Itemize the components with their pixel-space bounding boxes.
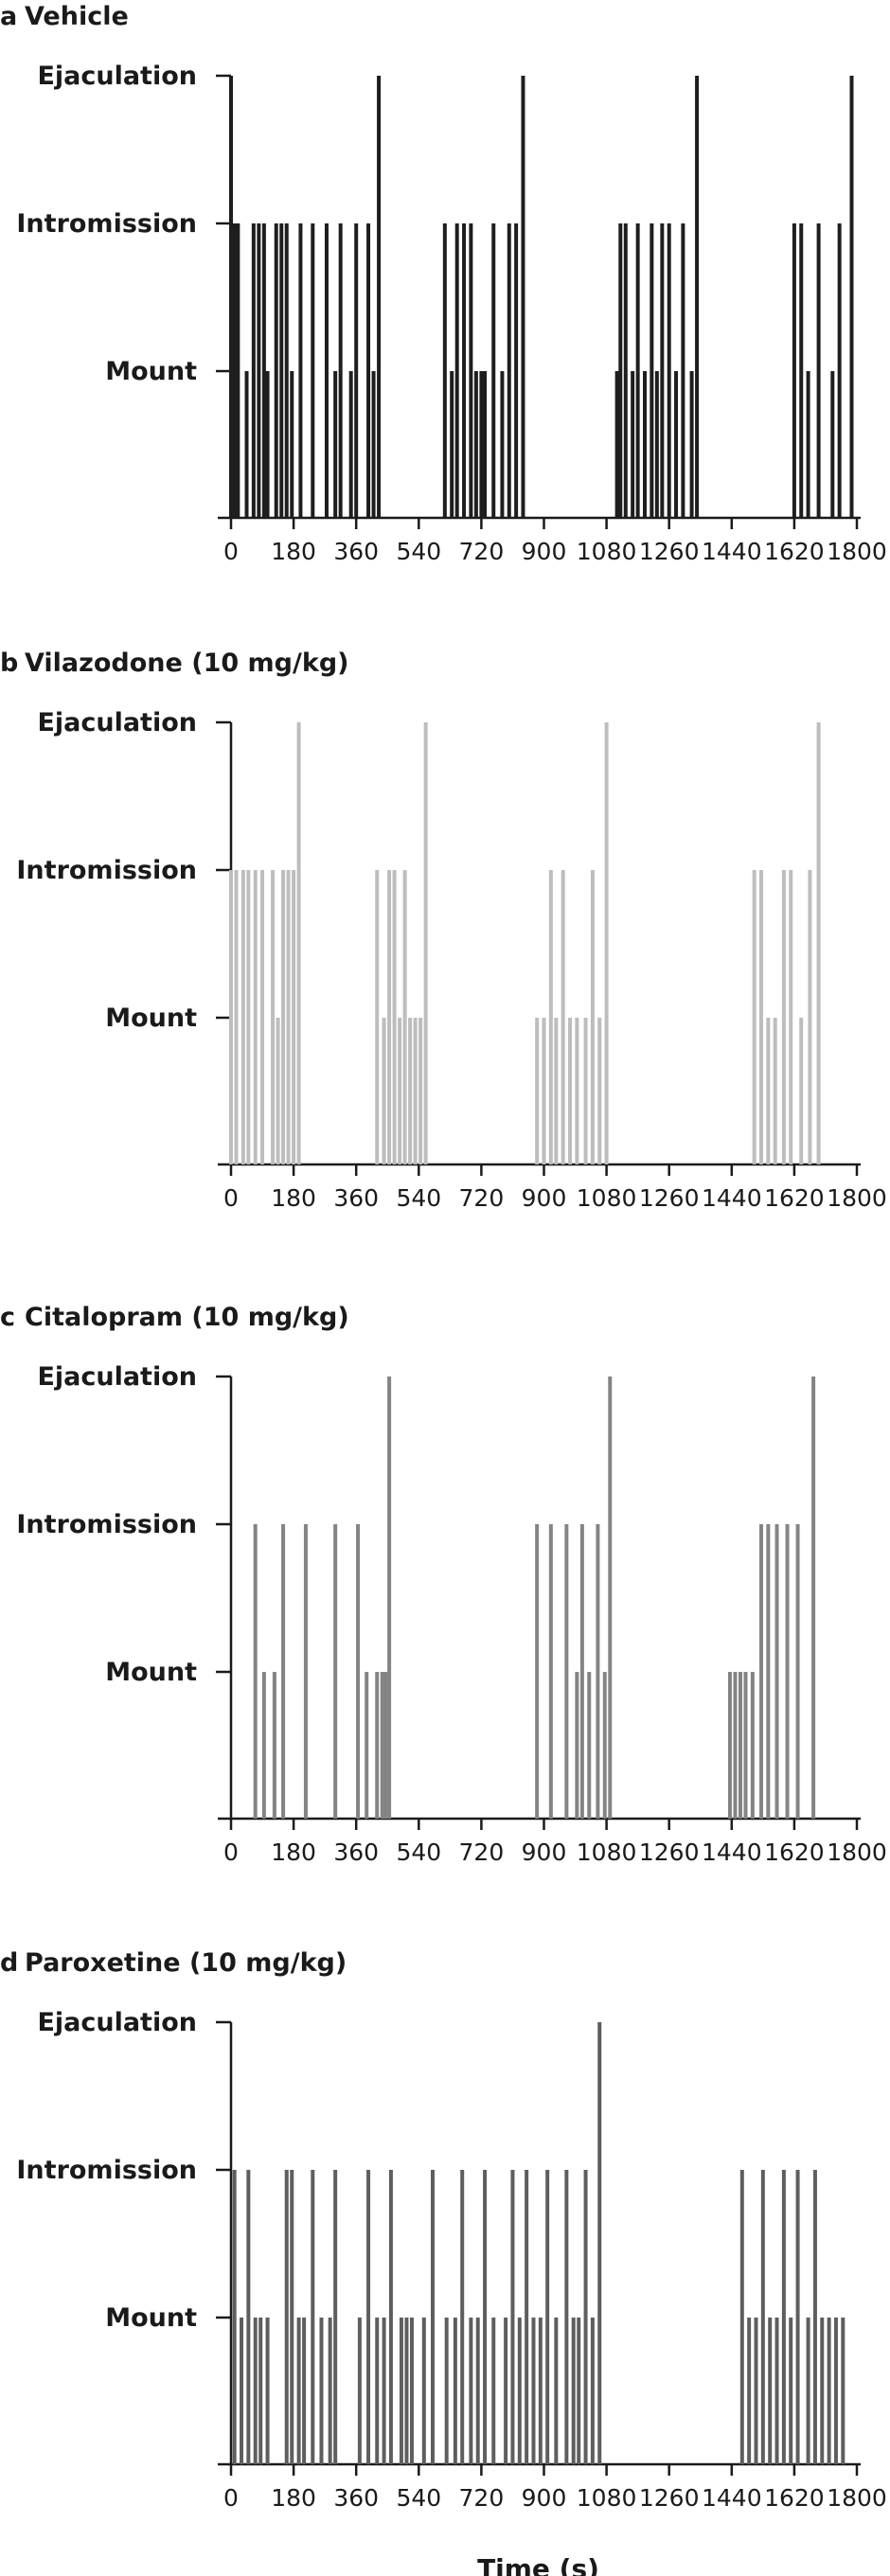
x-tick-label: 720 — [459, 2484, 505, 2512]
x-tick-label: 900 — [522, 2484, 567, 2512]
x-tick-label: 360 — [333, 538, 379, 565]
x-tick-label: 0 — [223, 1184, 239, 1212]
x-tick-label: 540 — [396, 2484, 441, 2512]
panel-title: Vehicle — [25, 2, 129, 31]
x-tick-label: 1260 — [639, 1184, 700, 1212]
x-tick-label: 360 — [333, 1839, 379, 1866]
x-tick-label: 180 — [271, 538, 316, 565]
x-tick-label: 0 — [223, 2484, 239, 2512]
x-tick-label: 1080 — [577, 538, 637, 565]
x-tick-label: 1800 — [827, 1184, 887, 1212]
y-label-mount: Mount — [105, 357, 197, 386]
x-tick-label: 360 — [333, 2484, 379, 2512]
x-tick-label: 900 — [522, 1184, 567, 1212]
x-tick-label: 1440 — [702, 2484, 762, 2512]
x-tick-label: 720 — [459, 1839, 505, 1866]
y-label-ejaculation: Ejaculation — [37, 708, 197, 737]
x-tick-label: 540 — [396, 1184, 441, 1212]
panel-title: Paroxetine (10 mg/kg) — [25, 1948, 347, 1978]
y-label-mount: Mount — [105, 2303, 197, 2333]
x-tick-label: 1440 — [702, 538, 762, 565]
panel-a: a Vehicle Mount Intromission Ejaculation 0 180… — [0, 2, 887, 565]
x-tick-label: 0 — [223, 538, 239, 565]
x-tick-label: 1620 — [764, 1184, 825, 1212]
x-tick-label: 1260 — [639, 538, 700, 565]
x-tick-label: 1080 — [577, 1184, 637, 1212]
x-tick-label: 1620 — [764, 2484, 825, 2512]
panel-letter: a — [0, 2, 17, 31]
x-tick-label: 360 — [333, 1184, 379, 1212]
x-tick-label: 1260 — [639, 2484, 700, 2512]
x-tick-label: 900 — [522, 1839, 567, 1866]
x-axis-label: Time (s) — [477, 2553, 599, 2576]
x-tick-label: 540 — [396, 538, 441, 565]
x-tick-label: 720 — [459, 1184, 505, 1212]
x-tick-label: 1800 — [827, 538, 887, 565]
x-tick-label: 0 — [223, 1839, 239, 1866]
y-label-ejaculation: Ejaculation — [37, 1362, 197, 1392]
y-label-mount: Mount — [105, 1658, 197, 1687]
panel-letter: b — [0, 648, 18, 678]
panel-title: Citalopram (10 mg/kg) — [25, 1303, 349, 1332]
x-tick-label: 720 — [459, 538, 505, 565]
x-tick-label: 180 — [271, 2484, 316, 2512]
x-tick-label: 540 — [396, 1839, 441, 1866]
panel-letter: d — [0, 1948, 18, 1978]
x-tick-label: 1440 — [702, 1839, 762, 1866]
x-tick-label: 1800 — [827, 2484, 887, 2512]
x-tick-label: 1080 — [577, 2484, 637, 2512]
x-tick-label: 180 — [271, 1184, 316, 1212]
panel-b: b Vilazodone (10 mg/kg) Mount Intromission E… — [0, 648, 887, 1212]
y-label-intromission: Intromission — [16, 209, 197, 239]
x-tick-label: 1080 — [577, 1839, 637, 1866]
y-label-intromission: Intromission — [16, 2156, 197, 2185]
x-tick-label: 1440 — [702, 1184, 762, 1212]
panel-c: c Citalopram (10 mg/kg) Mount Intromission E… — [0, 1303, 887, 1866]
y-label-ejaculation: Ejaculation — [37, 62, 197, 91]
y-label-ejaculation: Ejaculation — [37, 2008, 197, 2037]
panel-title: Vilazodone (10 mg/kg) — [25, 648, 348, 678]
y-label-intromission: Intromission — [16, 1510, 197, 1539]
x-tick-label: 180 — [271, 1839, 316, 1866]
panel-d: d Paroxetine (10 mg/kg) Mount Intromission E… — [0, 1948, 887, 2576]
x-tick-label: 1620 — [764, 1839, 825, 1866]
y-label-intromission: Intromission — [16, 856, 197, 885]
panel-letter: c — [0, 1303, 15, 1332]
x-tick-label: 1620 — [764, 538, 825, 565]
x-tick-label: 1800 — [827, 1839, 887, 1866]
x-tick-label: 1260 — [639, 1839, 700, 1866]
x-tick-label: 900 — [522, 538, 567, 565]
y-label-mount: Mount — [105, 1004, 197, 1033]
